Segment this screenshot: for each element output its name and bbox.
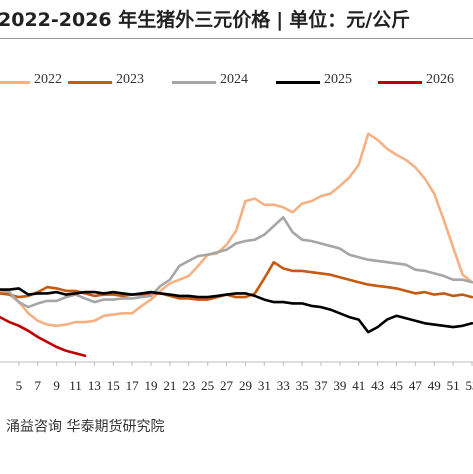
x-tick-label: 23 [182, 378, 195, 393]
series-line-2022 [0, 132, 473, 328]
x-tick-label: 9 [53, 378, 60, 393]
legend-swatch-2026 [378, 81, 422, 84]
legend-swatch-2025 [276, 81, 320, 84]
legend-label-2025: 2025 [324, 72, 352, 87]
x-tick-label: 51 [447, 378, 460, 393]
series-line-2026 [0, 315, 87, 358]
x-tick-label: 29 [239, 378, 252, 393]
x-tick-label: 25 [201, 378, 214, 393]
x-tick-label: 45 [390, 378, 403, 393]
x-tick-label: 33 [277, 378, 290, 393]
unit-text: 单位：元/公斤 [289, 9, 411, 31]
legend-label-2023: 2023 [116, 72, 144, 87]
x-tick-label: 37 [314, 378, 328, 393]
x-tick-label: 11 [69, 378, 82, 393]
legend-swatch-2022 [0, 81, 30, 84]
legend-swatch-2024 [172, 81, 216, 84]
x-tick-label: 49 [428, 378, 441, 393]
legend-label-2024: 2024 [220, 72, 248, 87]
series-line-2025 [0, 287, 473, 334]
chart-title: 2022-2026 年生猪外三元价格 | 单位：元/公斤 [0, 4, 473, 36]
x-tick-label: 15 [107, 378, 120, 393]
legend-swatch-2023 [68, 81, 112, 84]
chart-legend: 2022 2023 2024 2025 2026 [0, 70, 473, 94]
x-tick-label: 41 [352, 378, 365, 393]
title-divider [0, 38, 473, 39]
plot-lines [0, 132, 473, 358]
legend-label-2026: 2026 [426, 72, 454, 87]
x-tick-label: 43 [371, 378, 384, 393]
x-tick-label: 19 [145, 378, 158, 393]
x-axis-ticks: 5 7 9 11 13 15 17 19 21 23 25 27 29 31 33 35 37 39 41 43 45 4… [16, 362, 473, 393]
series-line-2024 [0, 216, 473, 309]
x-tick-label: 13 [88, 378, 101, 393]
x-tick-label: 35 [296, 378, 309, 393]
title-separator: | [276, 9, 284, 31]
x-tick-label: 27 [220, 378, 234, 393]
x-tick-label: 7 [35, 378, 42, 393]
x-tick-label: 39 [333, 378, 346, 393]
x-tick-label: 17 [126, 378, 140, 393]
x-tick-label: 31 [258, 378, 271, 393]
x-tick-label: 5 [16, 378, 23, 393]
x-tick-label: 47 [409, 378, 423, 393]
title-text: 2022-2026 年生猪外三元价格 [0, 9, 271, 31]
source-note: 涌益咨询 华泰期货研究院 [6, 419, 165, 435]
x-tick-label: 53 [466, 378, 473, 393]
legend-label-2022: 2022 [34, 72, 62, 87]
x-tick-label: 21 [163, 378, 176, 393]
